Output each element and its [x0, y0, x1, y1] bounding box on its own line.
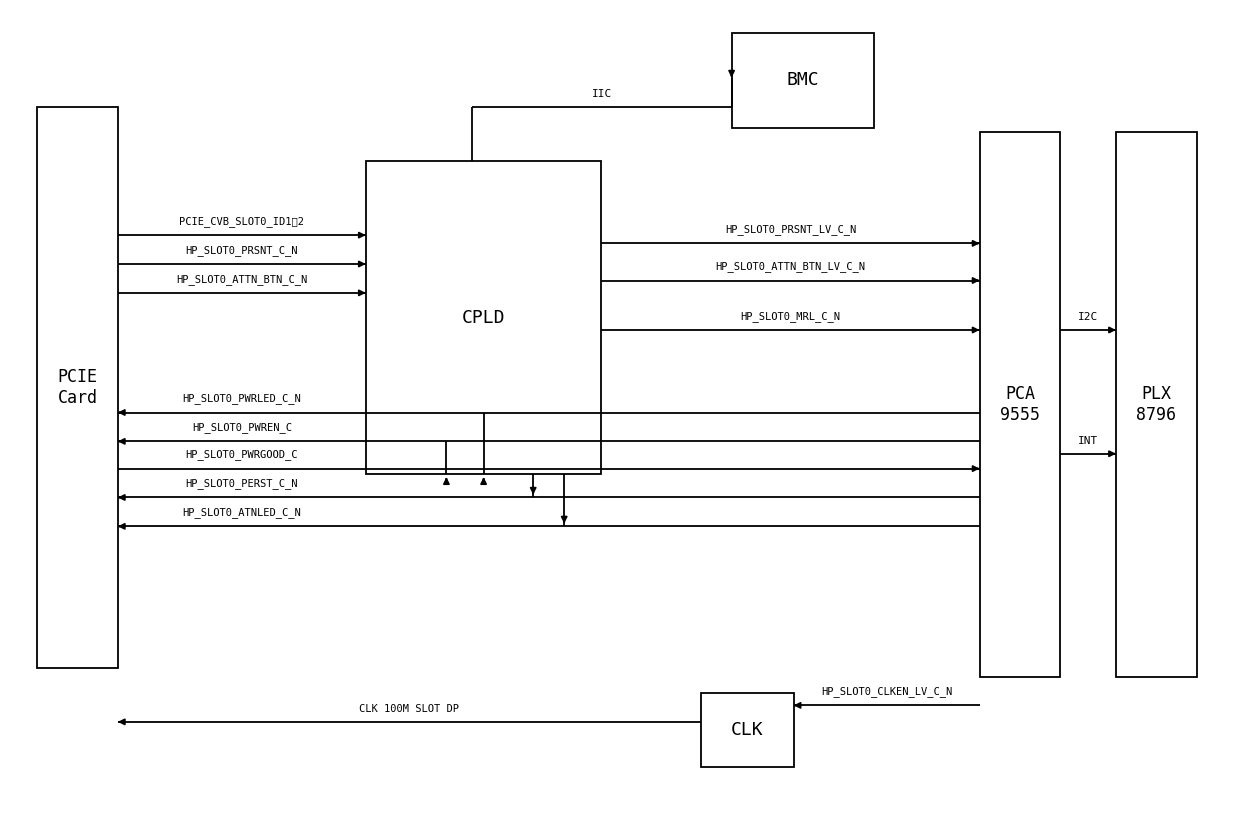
Text: BMC: BMC	[786, 72, 820, 89]
Bar	[980, 132, 1060, 676]
Text: HP_SLOT0_PWREN_C: HP_SLOT0_PWREN_C	[192, 422, 291, 433]
Text: PCIE_CVB_SLOT0_ID1、2: PCIE_CVB_SLOT0_ID1、2	[180, 216, 304, 227]
Text: CLK 100M SLOT DP: CLK 100M SLOT DP	[360, 704, 459, 714]
Bar	[732, 33, 874, 128]
Text: HP_SLOT0_ATTN_BTN_LV_C_N: HP_SLOT0_ATTN_BTN_LV_C_N	[715, 262, 866, 272]
Text: PLX
8796: PLX 8796	[1136, 384, 1177, 424]
Bar	[37, 107, 118, 668]
Text: PCIE
Card: PCIE Card	[57, 368, 98, 408]
Text: CLK: CLK	[730, 721, 764, 739]
Text: I2C: I2C	[1078, 312, 1099, 322]
Bar	[701, 693, 794, 767]
Text: HP_SLOT0_CLKEN_LV_C_N: HP_SLOT0_CLKEN_LV_C_N	[821, 686, 952, 697]
Text: CPLD: CPLD	[461, 309, 506, 327]
Text: HP_SLOT0_PRSNT_LV_C_N: HP_SLOT0_PRSNT_LV_C_N	[725, 224, 856, 235]
Bar	[1116, 132, 1197, 676]
Bar	[366, 161, 601, 474]
Text: PCA
9555: PCA 9555	[999, 384, 1040, 424]
Text: INT: INT	[1078, 436, 1099, 446]
Text: HP_SLOT0_PWRLED_C_N: HP_SLOT0_PWRLED_C_N	[182, 394, 301, 404]
Text: IIC: IIC	[591, 89, 611, 99]
Text: HP_SLOT0_ATTN_BTN_C_N: HP_SLOT0_ATTN_BTN_C_N	[176, 274, 308, 285]
Text: HP_SLOT0_PWRGOOD_C: HP_SLOT0_PWRGOOD_C	[186, 450, 298, 460]
Text: HP_SLOT0_MRL_C_N: HP_SLOT0_MRL_C_N	[740, 311, 841, 322]
Text: HP_SLOT0_ATNLED_C_N: HP_SLOT0_ATNLED_C_N	[182, 507, 301, 518]
Text: HP_SLOT0_PRSNT_C_N: HP_SLOT0_PRSNT_C_N	[186, 245, 298, 256]
Text: HP_SLOT0_PERST_C_N: HP_SLOT0_PERST_C_N	[186, 478, 298, 489]
